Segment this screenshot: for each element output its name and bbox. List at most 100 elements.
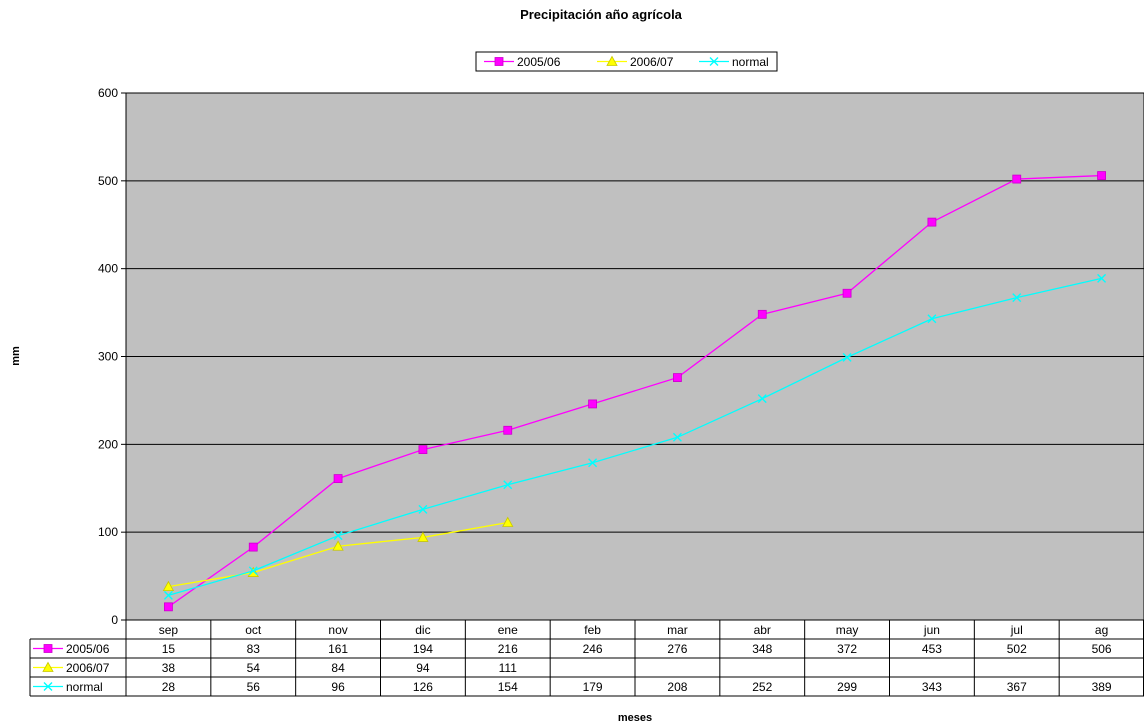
legend-marker-table-0 xyxy=(43,644,53,653)
data-label: 372 xyxy=(837,642,857,656)
data-label: 94 xyxy=(416,661,430,675)
data-point xyxy=(502,516,514,527)
series-0 xyxy=(164,171,1106,612)
table-series-label: normal xyxy=(66,680,103,694)
chart-title: Precipitación año agrícola xyxy=(520,7,683,22)
data-label: 38 xyxy=(162,661,176,675)
data-point xyxy=(163,590,173,600)
data-label: 54 xyxy=(247,661,261,675)
data-point xyxy=(927,314,937,324)
data-point xyxy=(757,394,767,404)
data-point xyxy=(842,352,852,362)
data-label: 96 xyxy=(331,680,345,694)
data-point xyxy=(248,542,258,552)
x-tick-label: may xyxy=(836,623,859,637)
legend-marker-table-1 xyxy=(42,661,54,672)
data-label: 276 xyxy=(667,642,687,656)
data-label: 111 xyxy=(499,661,518,675)
series-line-0 xyxy=(168,174,1102,608)
data-point xyxy=(672,432,682,442)
data-point xyxy=(418,504,428,514)
data-table: sep oct nov dic ene feb mar abr may jun jul ag 2005/… xyxy=(29,620,1144,697)
series-line-2 xyxy=(168,277,1102,597)
x-axis-title: meses xyxy=(618,712,652,724)
x-tick-label: feb xyxy=(584,623,601,637)
data-point xyxy=(417,531,429,542)
data-label: 15 xyxy=(162,642,176,656)
y-tick-label: 100 xyxy=(98,525,118,539)
legend-marker-2 xyxy=(709,57,719,66)
data-point xyxy=(418,445,428,455)
legend-marker-1 xyxy=(606,55,618,66)
y-tick-label: 400 xyxy=(98,262,118,276)
data-label: 348 xyxy=(752,642,772,656)
y-tick-label: 600 xyxy=(98,86,118,100)
table-series-label: 2006/07 xyxy=(66,661,110,675)
data-point xyxy=(1012,293,1022,303)
x-tick-label: jun xyxy=(923,623,940,637)
series-1 xyxy=(162,516,514,592)
data-point xyxy=(332,540,344,551)
data-label: 299 xyxy=(837,680,857,694)
data-point xyxy=(333,531,343,541)
data-point xyxy=(842,288,852,298)
x-tick-label: dic xyxy=(415,623,430,637)
data-label: 453 xyxy=(922,642,942,656)
x-tick-label: nov xyxy=(328,623,347,637)
y-axis: 0 100 200 300 400 500 600 xyxy=(98,86,127,627)
data-point xyxy=(673,373,682,382)
data-label: 154 xyxy=(498,680,518,694)
y-tick-label: 500 xyxy=(98,174,118,188)
data-point xyxy=(927,217,937,227)
gridlines xyxy=(126,180,1144,533)
y-tick-label: 0 xyxy=(111,613,118,627)
x-tick-label: ene xyxy=(498,623,518,637)
x-tick-label: mar xyxy=(667,623,688,637)
data-label: 84 xyxy=(331,661,345,675)
data-point xyxy=(162,580,175,592)
data-point xyxy=(248,566,258,576)
data-point xyxy=(503,425,513,435)
y-axis-title: mm xyxy=(10,346,22,366)
table-series-label: 2005/06 xyxy=(66,642,110,656)
data-label: 343 xyxy=(922,680,942,694)
x-tick-label: abr xyxy=(754,623,771,637)
x-tick-label: jul xyxy=(1010,623,1023,637)
data-point xyxy=(588,458,598,468)
data-label: 208 xyxy=(667,680,687,694)
data-label: 161 xyxy=(328,642,348,656)
series-2 xyxy=(163,273,1107,600)
data-label: 126 xyxy=(413,680,433,694)
legend-label-0: 2005/06 xyxy=(517,55,561,69)
data-label: 367 xyxy=(1007,680,1027,694)
legend-label-1: 2006/07 xyxy=(630,55,674,69)
data-point xyxy=(164,602,173,612)
data-label: 252 xyxy=(752,680,772,694)
data-point xyxy=(1097,273,1107,283)
data-label: 389 xyxy=(1092,680,1112,694)
data-point xyxy=(1012,174,1022,184)
legend-label-2: normal xyxy=(732,55,769,69)
x-tick-label: sep xyxy=(159,623,179,637)
data-point xyxy=(1097,171,1106,180)
data-label: 216 xyxy=(498,642,518,656)
legend-marker-0 xyxy=(494,57,504,66)
data-label: 194 xyxy=(413,642,433,656)
y-tick-label: 200 xyxy=(98,437,118,451)
data-label: 83 xyxy=(247,642,261,656)
data-label: 28 xyxy=(162,680,176,694)
data-label: 56 xyxy=(247,680,261,694)
y-tick-label: 300 xyxy=(98,350,118,364)
series-lines xyxy=(162,171,1107,612)
data-label: 506 xyxy=(1092,642,1112,656)
data-point xyxy=(588,399,597,409)
data-label: 502 xyxy=(1007,642,1027,656)
legend-marker-table-2 xyxy=(43,682,53,691)
data-label: 246 xyxy=(583,642,603,656)
data-point xyxy=(503,480,513,490)
data-point xyxy=(757,309,767,319)
data-point xyxy=(333,474,343,483)
data-label: 179 xyxy=(583,680,603,694)
legend: 2005/06 2006/07 normal xyxy=(475,51,778,72)
